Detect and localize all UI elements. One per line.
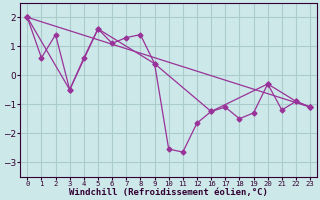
X-axis label: Windchill (Refroidissement éolien,°C): Windchill (Refroidissement éolien,°C) <box>69 188 268 197</box>
